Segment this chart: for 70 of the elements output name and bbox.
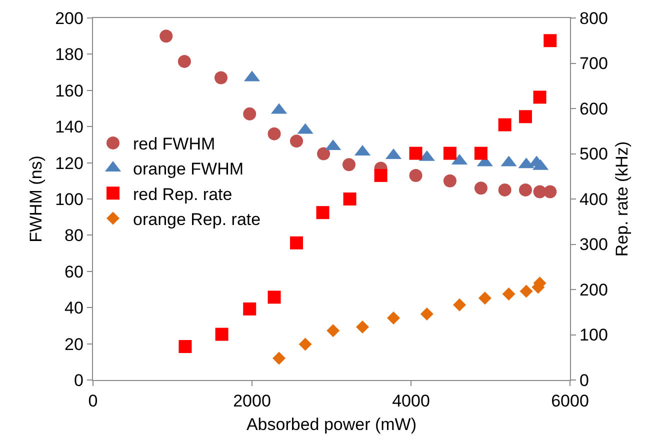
point bbox=[478, 292, 492, 305]
point bbox=[533, 90, 546, 104]
y-tick-label: 100 bbox=[55, 190, 84, 209]
point bbox=[518, 183, 532, 196]
point bbox=[268, 290, 281, 304]
point bbox=[160, 30, 173, 43]
y2-tick-label: 800 bbox=[580, 8, 608, 28]
point bbox=[409, 168, 422, 182]
point bbox=[272, 352, 286, 365]
point bbox=[268, 127, 281, 140]
point bbox=[374, 168, 388, 182]
point bbox=[326, 324, 340, 338]
y-tick-label: 40 bbox=[64, 298, 84, 318]
y2-tick-label: 300 bbox=[580, 235, 608, 254]
point bbox=[178, 340, 192, 354]
point bbox=[518, 110, 532, 124]
point bbox=[316, 206, 330, 220]
y2-tick-label: 700 bbox=[580, 54, 608, 74]
y-tick-label: 20 bbox=[64, 334, 84, 354]
y2-tick-label: 100 bbox=[580, 326, 608, 345]
point bbox=[520, 284, 533, 298]
legend-label: red FWHM bbox=[133, 134, 216, 154]
point bbox=[356, 320, 370, 334]
y2-tick-label: 200 bbox=[580, 280, 608, 300]
point bbox=[215, 328, 228, 341]
point bbox=[420, 307, 434, 320]
point bbox=[409, 146, 422, 160]
point bbox=[387, 312, 400, 325]
point bbox=[243, 302, 256, 316]
y-tick-label: 200 bbox=[55, 8, 84, 28]
point bbox=[498, 118, 512, 132]
y-axis-title: FWHM (ns) bbox=[26, 156, 46, 242]
y-tick-label: 0 bbox=[74, 370, 84, 390]
point bbox=[544, 185, 557, 198]
y-tick-label: 80 bbox=[64, 226, 84, 246]
legend-label: orange FWHM bbox=[133, 160, 244, 179]
legend-label: red Rep. rate bbox=[133, 184, 232, 204]
point bbox=[178, 54, 191, 68]
point bbox=[544, 34, 557, 48]
point bbox=[342, 158, 356, 172]
point bbox=[298, 338, 312, 351]
y-tick-label: 160 bbox=[55, 81, 84, 100]
point bbox=[502, 288, 516, 301]
x-tick-label: 2000 bbox=[233, 392, 271, 411]
y-tick-label: 120 bbox=[55, 154, 84, 173]
x-tick-label: 6000 bbox=[551, 392, 589, 411]
point bbox=[443, 174, 456, 188]
point bbox=[443, 146, 456, 160]
point bbox=[214, 71, 228, 84]
y-tick-label: 60 bbox=[64, 262, 84, 282]
point bbox=[474, 182, 488, 195]
point bbox=[343, 192, 356, 206]
y2-axis-title: Rep. rate (kHz) bbox=[612, 141, 632, 257]
point bbox=[290, 236, 304, 250]
point bbox=[453, 298, 466, 312]
y-tick-label: 180 bbox=[55, 45, 84, 64]
point bbox=[474, 146, 488, 160]
y2-tick-label: 600 bbox=[580, 99, 608, 118]
legend-label: orange Rep. rate bbox=[133, 210, 261, 229]
x-axis-title: Absorbed power (mW) bbox=[246, 414, 417, 434]
point bbox=[498, 183, 512, 196]
x-tick-label: 4000 bbox=[392, 392, 430, 411]
y-tick-label: 140 bbox=[55, 118, 84, 137]
point bbox=[317, 147, 330, 160]
point bbox=[243, 107, 256, 120]
y2-tick-label: 500 bbox=[580, 144, 608, 164]
y2-tick-label: 0 bbox=[580, 370, 590, 390]
point bbox=[290, 134, 304, 148]
y2-tick-label: 400 bbox=[580, 190, 608, 209]
x-tick-label: 0 bbox=[88, 392, 98, 411]
